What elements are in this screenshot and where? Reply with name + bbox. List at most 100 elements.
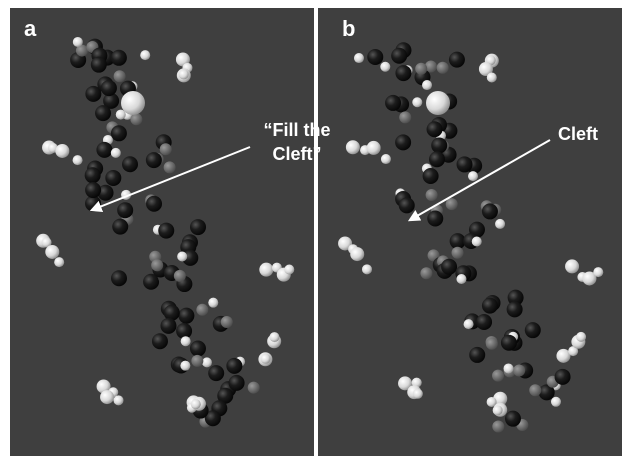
atom bbox=[208, 365, 224, 381]
atom bbox=[381, 154, 391, 164]
atom bbox=[140, 50, 150, 60]
atom bbox=[350, 247, 364, 261]
atom bbox=[395, 134, 411, 150]
atom bbox=[492, 370, 504, 382]
atom bbox=[565, 259, 579, 273]
atom bbox=[412, 97, 422, 107]
atom bbox=[367, 49, 383, 65]
atom bbox=[468, 171, 478, 181]
atom bbox=[422, 80, 432, 90]
atom bbox=[174, 270, 186, 282]
atom bbox=[54, 257, 64, 267]
annotation: “Fill the bbox=[264, 120, 331, 140]
atom bbox=[472, 237, 482, 247]
atom bbox=[476, 314, 492, 330]
atom bbox=[96, 142, 112, 158]
atom bbox=[593, 267, 603, 277]
atom bbox=[160, 318, 176, 334]
atom bbox=[111, 50, 127, 66]
atom bbox=[229, 375, 245, 391]
atom bbox=[507, 301, 523, 317]
atom bbox=[492, 420, 504, 432]
atom bbox=[146, 196, 162, 212]
atom bbox=[190, 219, 206, 235]
atom bbox=[112, 219, 128, 235]
atom bbox=[513, 364, 525, 376]
atom bbox=[114, 70, 126, 82]
atom bbox=[178, 308, 194, 324]
atom bbox=[493, 405, 503, 415]
atom bbox=[121, 91, 145, 115]
atom bbox=[446, 198, 458, 210]
atom bbox=[55, 144, 69, 158]
atom bbox=[45, 245, 59, 259]
atom bbox=[181, 336, 191, 346]
atom bbox=[191, 399, 201, 409]
atom bbox=[362, 264, 372, 274]
atom bbox=[179, 69, 189, 79]
atom bbox=[431, 137, 447, 153]
atom bbox=[111, 270, 127, 286]
atom bbox=[423, 168, 439, 184]
atom bbox=[555, 369, 571, 385]
atom bbox=[437, 62, 449, 74]
atom bbox=[469, 347, 485, 363]
atom bbox=[91, 57, 107, 73]
atom bbox=[73, 37, 83, 47]
atom bbox=[73, 155, 83, 165]
atom bbox=[420, 267, 432, 279]
atom bbox=[482, 203, 498, 219]
atom bbox=[117, 202, 133, 218]
atom bbox=[113, 395, 123, 405]
atom bbox=[196, 304, 208, 316]
panel-label: a bbox=[24, 16, 37, 41]
atom bbox=[177, 252, 187, 262]
atom bbox=[385, 95, 401, 111]
atom bbox=[551, 397, 561, 407]
atom bbox=[441, 259, 457, 275]
atom bbox=[180, 361, 190, 371]
atom bbox=[101, 80, 117, 96]
atom bbox=[152, 333, 168, 349]
atom bbox=[105, 170, 121, 186]
atom bbox=[426, 189, 438, 201]
atom bbox=[111, 125, 127, 141]
atom bbox=[427, 121, 443, 137]
atom bbox=[190, 341, 206, 357]
atom bbox=[525, 322, 541, 338]
atom bbox=[426, 91, 450, 115]
atom bbox=[202, 357, 212, 367]
annotation: Cleft” bbox=[273, 144, 322, 164]
atom bbox=[122, 156, 138, 172]
atom bbox=[95, 105, 111, 121]
page: a b “Fill the Cleft” Cleft (() => { cons… bbox=[0, 0, 628, 465]
atom bbox=[354, 53, 364, 63]
atom bbox=[85, 167, 101, 183]
atom bbox=[457, 156, 473, 172]
atom bbox=[261, 354, 271, 364]
atom bbox=[111, 148, 121, 158]
atom bbox=[576, 332, 586, 342]
atom bbox=[367, 141, 381, 155]
atom bbox=[391, 48, 407, 64]
atom bbox=[259, 263, 273, 277]
atom bbox=[429, 151, 445, 167]
atom bbox=[504, 363, 514, 373]
atom bbox=[85, 182, 101, 198]
atom bbox=[269, 332, 279, 342]
atom bbox=[284, 265, 294, 275]
atom bbox=[158, 223, 174, 239]
atom bbox=[464, 319, 474, 329]
atom bbox=[449, 52, 465, 68]
atom bbox=[346, 140, 360, 154]
annotation: Cleft bbox=[558, 124, 598, 144]
atom bbox=[495, 219, 505, 229]
atom bbox=[482, 298, 498, 314]
atom bbox=[505, 411, 521, 427]
atom bbox=[456, 274, 466, 284]
atom bbox=[395, 65, 411, 81]
atom bbox=[415, 63, 427, 75]
atom bbox=[226, 358, 242, 374]
atom bbox=[501, 335, 517, 351]
atom bbox=[191, 355, 203, 367]
